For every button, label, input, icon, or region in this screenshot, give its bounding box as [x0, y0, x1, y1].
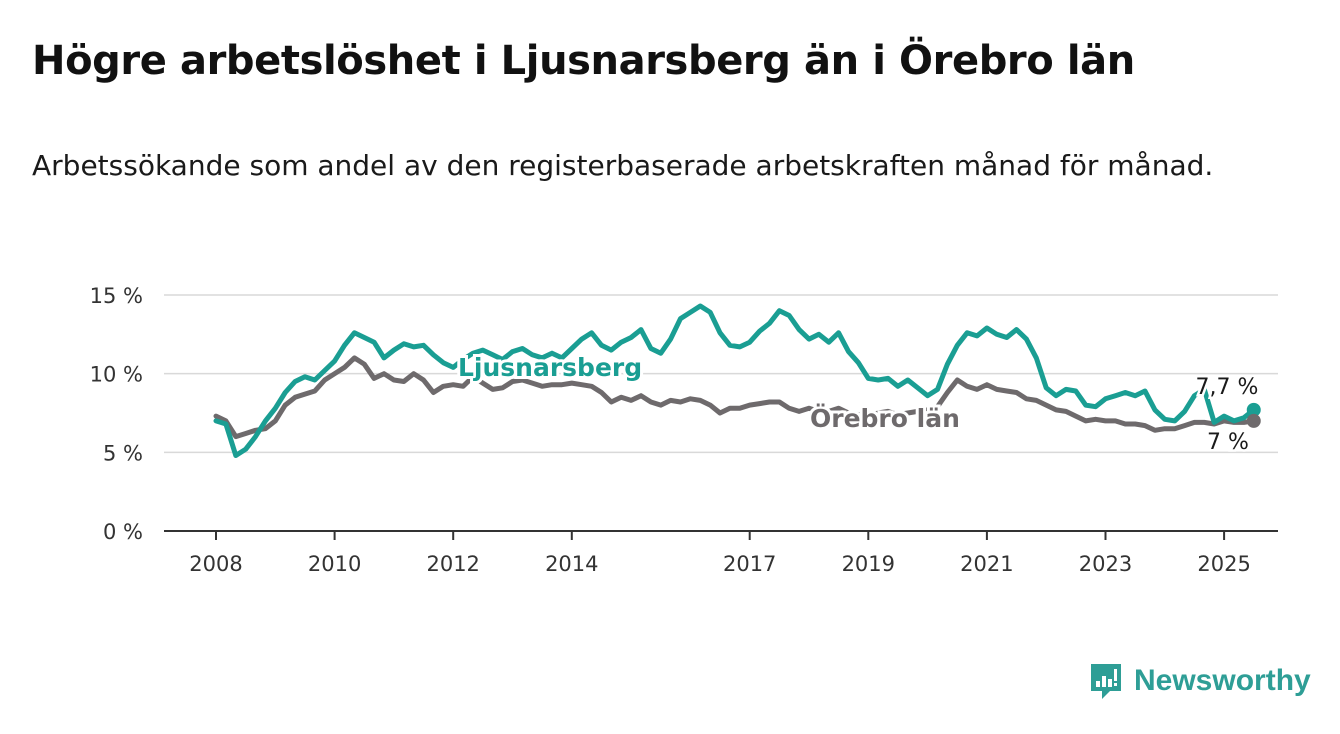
newsworthy-logo-icon: [1091, 664, 1121, 699]
end-marker-ljusnarsberg: [1246, 402, 1261, 417]
series-line-orebro-lan: [213, 355, 1257, 440]
series-label-orebro-lan: Örebro län: [810, 403, 960, 433]
end-value-label-ljusnarsberg: 7,7 %: [1196, 375, 1259, 400]
gridlines: [164, 294, 1278, 454]
chart-subtitle: Arbetssökande som andel av den registerb…: [32, 149, 1214, 182]
x-tick-label: 2014: [545, 552, 598, 576]
y-tick-label: 10 %: [90, 363, 143, 387]
x-tick-label: 2012: [426, 552, 479, 576]
end-marker-orebro-lan: [1246, 413, 1261, 428]
series-label-ljusnarsberg: Ljusnarsberg: [458, 353, 642, 382]
x-tick-label: 2017: [723, 552, 776, 576]
x-tick-label: 2021: [960, 552, 1013, 576]
series-labels: Ljusnarsberg Örebro län 7,7 % 7 %: [455, 350, 1261, 458]
brand[interactable]: Newsworthy: [1088, 661, 1311, 701]
y-tick-label: 5 %: [103, 441, 143, 465]
y-tick-label: 0 %: [103, 520, 143, 544]
end-value-label-orebro-lan: 7 %: [1207, 430, 1249, 455]
x-tick-label: 2025: [1197, 552, 1250, 576]
x-tick-label: 2023: [1079, 552, 1132, 576]
x-tick-label: 2008: [189, 552, 242, 576]
series-lines: [213, 303, 1257, 458]
chart-title: Högre arbetslöshet i Ljusnarsberg än i Ö…: [32, 38, 1135, 84]
x-tick-label: 2010: [308, 552, 361, 576]
axes: 0 % 5 % 10 % 15 % 2008 2010 2012 2014 2017 2019 20…: [90, 284, 1278, 576]
y-tick-label: 15 %: [90, 284, 143, 308]
series-line-ljusnarsberg: [213, 303, 1257, 458]
brand-name: Newsworthy: [1134, 664, 1311, 697]
x-tick-label: 2019: [842, 552, 895, 576]
